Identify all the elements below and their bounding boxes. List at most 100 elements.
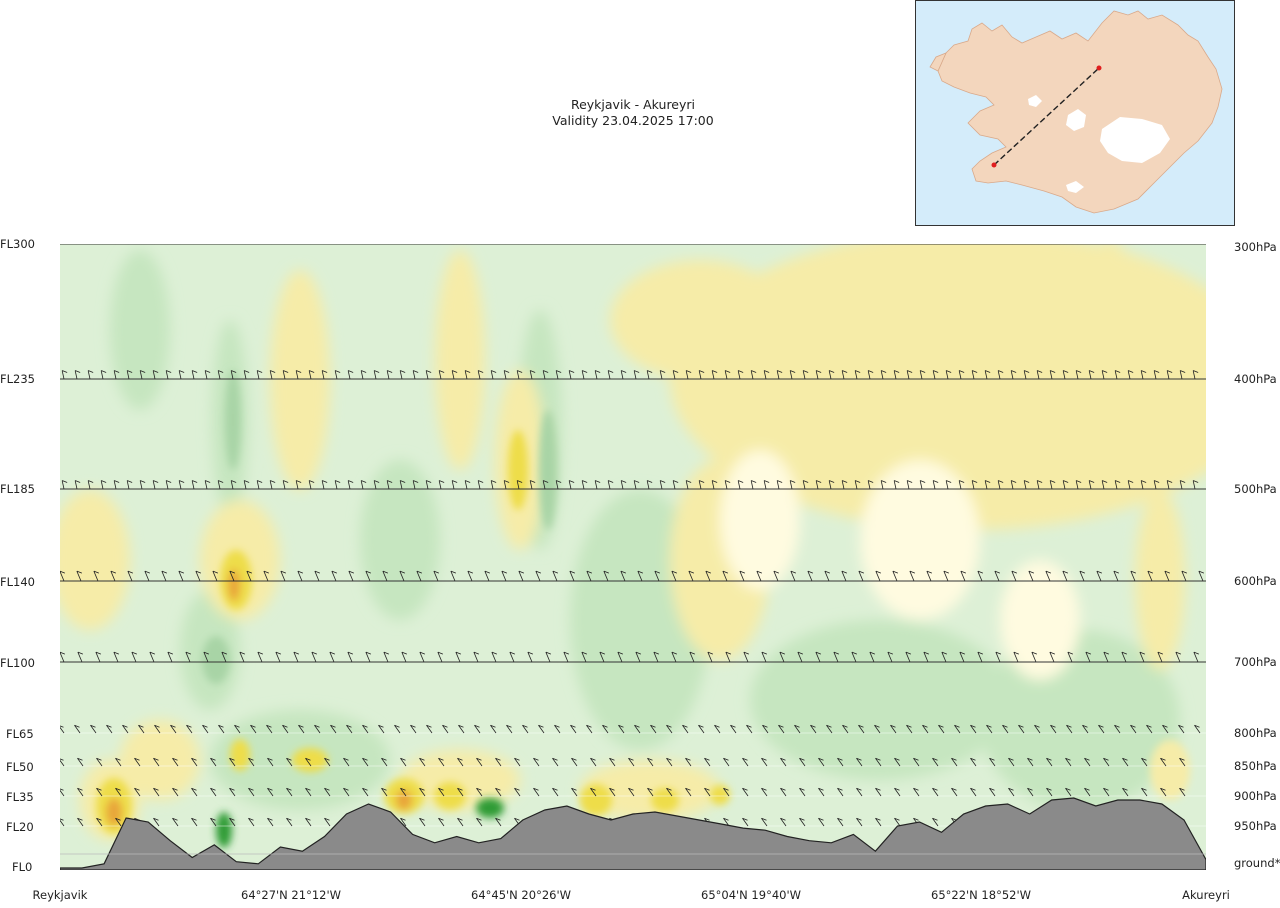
wind-barb-feather: [257, 651, 264, 655]
wind-barb-feather: [881, 370, 887, 373]
wind-barb-feather: [1113, 570, 1120, 574]
wind-barb: [170, 725, 177, 734]
wind-barb: [894, 788, 901, 797]
wind-barb-feather: [1180, 370, 1186, 373]
wind-barb: [854, 370, 858, 380]
wind-barb: [960, 571, 966, 582]
wind-barb: [476, 788, 483, 797]
wind-barb-feather: [946, 370, 952, 373]
wind-barb: [1103, 758, 1110, 767]
wind-barb-feather: [324, 757, 330, 761]
wind-barb: [271, 244, 272, 245]
wind-barb: [828, 480, 832, 490]
wind-barb: [457, 818, 464, 827]
wind-barb: [713, 244, 714, 245]
wind-barb-feather: [495, 817, 501, 821]
wind-barb: [221, 652, 227, 663]
wind-barb: [139, 480, 143, 490]
wind-barb: [875, 758, 882, 767]
wind-barb: [501, 571, 507, 582]
wind-barb-feather: [203, 651, 210, 655]
wind-barb: [321, 370, 325, 380]
wind-barb-feather: [381, 757, 387, 761]
wind-barb-feather: [229, 787, 235, 791]
wind-barb: [343, 788, 350, 797]
wind-barb-feather: [491, 370, 497, 373]
wind-barb: [473, 652, 479, 663]
wind-barb: [689, 652, 695, 663]
wind-barb: [1121, 652, 1127, 663]
wind-barb: [590, 758, 597, 767]
wind-barb-feather: [191, 787, 197, 791]
wind-barb: [1010, 370, 1014, 380]
wind-barb: [905, 652, 911, 663]
wind-barb-feather: [803, 236, 808, 238]
wind-barb: [671, 571, 677, 582]
wind-barb: [650, 725, 657, 734]
wind-barb-feather: [514, 757, 520, 761]
wind-barb-feather: [484, 570, 491, 574]
wind-barb-feather: [1046, 757, 1052, 761]
fl235-label: FL235: [0, 372, 35, 386]
wind-barb: [115, 758, 122, 767]
wind-barb-feather: [920, 480, 926, 483]
wind-barb: [1160, 788, 1167, 797]
wind-barb: [347, 370, 351, 380]
wind-barb: [756, 571, 762, 582]
wind-barb: [818, 818, 825, 827]
wind-barb: [1028, 571, 1034, 582]
wind-barb-feather: [1128, 480, 1134, 483]
wind-barb-feather: [75, 370, 81, 373]
wind-barb: [875, 818, 882, 827]
wind-barb: [1084, 758, 1091, 767]
wind-barb: [438, 480, 442, 490]
wind-barb-feather: [491, 480, 497, 483]
wind-barb: [334, 480, 338, 490]
wind-barb: [310, 244, 311, 245]
wind-barb-feather: [476, 757, 482, 761]
wind-barb-feather: [799, 757, 805, 761]
wind-barb-feather: [504, 236, 509, 238]
wind-barb-feather: [905, 651, 912, 655]
wind-barb-feather: [530, 370, 536, 373]
wind-barb: [737, 370, 741, 380]
wind-barb: [60, 759, 65, 767]
ground-label: ground*: [1234, 856, 1280, 870]
wind-barb-feather: [685, 787, 691, 791]
glacier-langjokull: [1066, 109, 1086, 131]
wind-barb-feather: [1089, 236, 1094, 238]
wind-barb-feather: [362, 787, 368, 791]
x-tick-akureyri: Akureyri: [1182, 888, 1230, 902]
wind-barb-feather: [688, 570, 695, 574]
wind-barb: [458, 725, 465, 734]
wind-barb-feather: [1024, 370, 1030, 373]
wind-barb: [780, 818, 787, 827]
wind-barb-feather: [685, 757, 691, 761]
wind-barb-feather: [1067, 651, 1074, 655]
wind-barb-feather: [286, 757, 292, 761]
wind-barb-feather: [556, 480, 562, 483]
wind-barb: [1084, 788, 1091, 797]
wind-barb: [1162, 725, 1169, 734]
wind-barb-feather: [1024, 480, 1030, 483]
wind-barb-feather: [986, 724, 992, 728]
wind-barb: [365, 652, 371, 663]
wind-barb: [437, 652, 443, 663]
wind-barb-feather: [779, 651, 786, 655]
chart-title: Reykjavik - Akureyri Validity 23.04.2025…: [470, 97, 796, 129]
motion-core-7: [106, 798, 122, 826]
wind-barb: [958, 480, 962, 490]
wind-barb: [267, 818, 274, 827]
wind-barb: [77, 788, 84, 797]
wind-barb: [653, 652, 659, 663]
wind-barb-feather: [263, 570, 270, 574]
wind-barb-feather: [742, 817, 748, 821]
wind-barb: [932, 818, 939, 827]
wind-barb-feather: [426, 480, 432, 483]
wind-barb-feather: [400, 817, 406, 821]
wind-barb-feather: [582, 370, 588, 373]
wind-barb-feather: [1076, 236, 1081, 238]
wind-barb: [1127, 480, 1131, 490]
wind-barb-feather: [348, 570, 355, 574]
wind-barb: [297, 571, 303, 582]
